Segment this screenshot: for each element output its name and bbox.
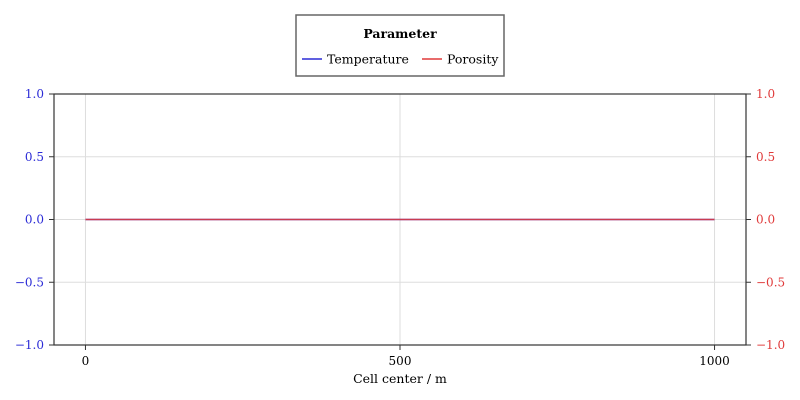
y-tick-label-left: −1.0 — [15, 338, 44, 352]
y-tick-label-left: 0.5 — [25, 150, 44, 164]
y-tick-label-right: 0.5 — [756, 150, 775, 164]
y-tick-label-left: 0.0 — [25, 213, 44, 227]
ticks: 0 500 1000 −1.0 −0.5 0.0 0.5 1.0 −1.0 −0.5 0.0 0.5 1… — [15, 87, 785, 368]
y-tick-label-right: 0.0 — [756, 213, 775, 227]
y-tick-label-right: −0.5 — [756, 275, 785, 289]
x-axis-title: Cell center / m — [353, 371, 447, 386]
legend-box — [295, 14, 505, 77]
y-tick-label-left: 1.0 — [25, 87, 44, 101]
y-tick-label-left: −0.5 — [15, 275, 44, 289]
legend-label-porosity: Porosity — [447, 52, 499, 67]
x-tick-label: 0 — [82, 354, 90, 368]
x-tick-label: 1000 — [699, 354, 730, 368]
y-tick-label-right: 1.0 — [756, 87, 775, 101]
y-tick-label-right: −1.0 — [756, 338, 785, 352]
legend-label-temperature: Temperature — [327, 52, 409, 67]
legend-items: Temperature Porosity — [302, 52, 499, 67]
legend-title: Parameter — [363, 26, 437, 41]
x-tick-label: 500 — [389, 354, 412, 368]
legend: Parameter Temperature Porosity — [295, 14, 505, 77]
